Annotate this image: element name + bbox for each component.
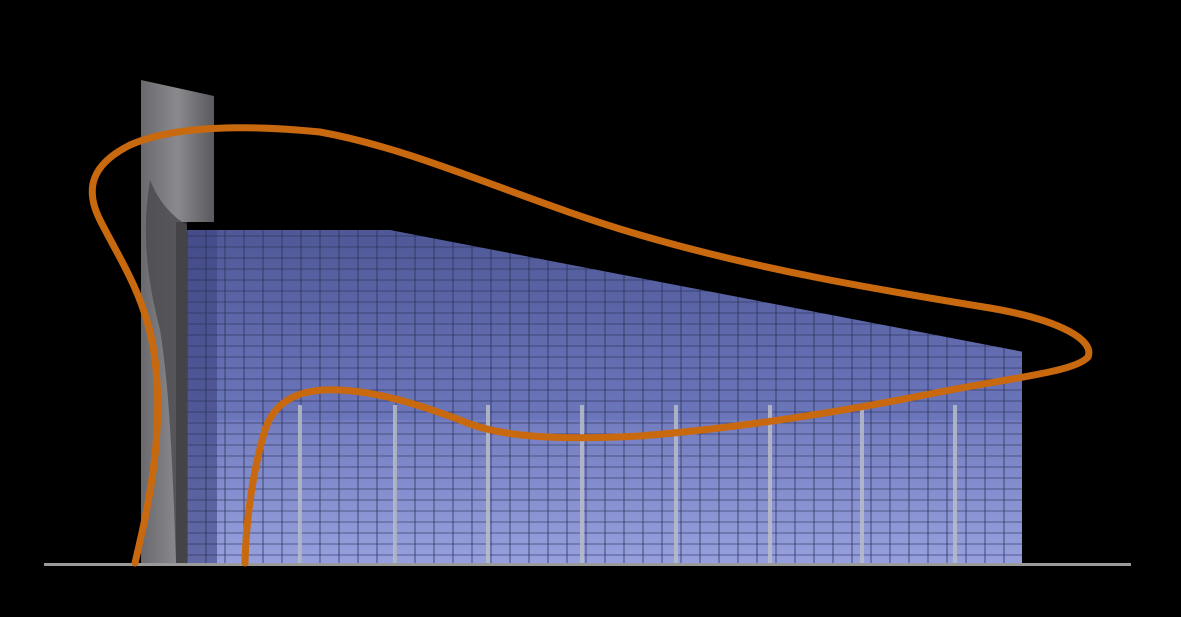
tower-curve-face bbox=[145, 180, 187, 563]
structural-column bbox=[953, 405, 957, 563]
structural-column bbox=[674, 405, 678, 563]
structural-column bbox=[768, 405, 772, 563]
sculptural-curve bbox=[88, 124, 1093, 567]
structural-column bbox=[860, 405, 864, 563]
glass-facade bbox=[187, 228, 1022, 563]
facade-left-dark-band bbox=[187, 228, 217, 563]
structural-column bbox=[486, 405, 490, 563]
structural-column bbox=[298, 405, 302, 563]
structural-column bbox=[580, 405, 584, 563]
ground-line bbox=[44, 563, 1131, 566]
structural-column bbox=[393, 405, 397, 563]
structural-columns bbox=[298, 405, 957, 563]
